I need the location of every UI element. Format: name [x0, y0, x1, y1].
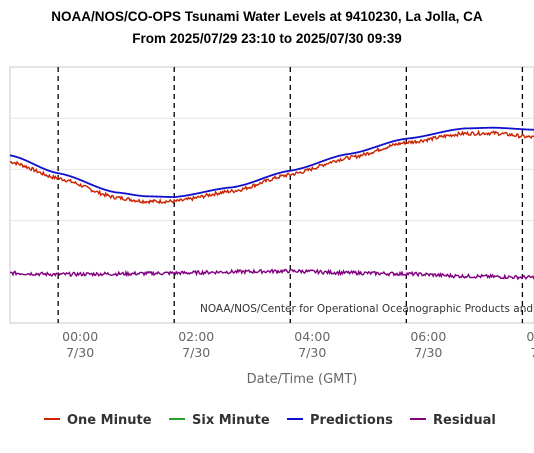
legend-item-label: Six Minute: [192, 413, 270, 428]
x-tick-labels: 00:007/3002:007/3004:007/3006:007/3008:0…: [62, 329, 534, 360]
legend-item-label: Residual: [433, 413, 496, 428]
x-tick-time: 04:00: [294, 329, 330, 344]
chart-subtitle: From 2025/07/29 23:10 to 2025/07/30 09:3…: [132, 31, 402, 46]
legend-item-label: One Minute: [67, 413, 152, 428]
plot-border: [9, 66, 534, 324]
series-line-predictions: [9, 126, 534, 198]
chart-title: NOAA/NOS/CO-OPS Tsunami Water Levels at …: [51, 9, 483, 24]
legend: One Minute Six Minute Predictions Residual: [44, 413, 496, 428]
x-tick-time: 00:00: [62, 329, 98, 344]
series-line-residual: [9, 268, 534, 281]
chart-credit: NOAA/NOS/Center for Operational Oceanogr…: [200, 303, 534, 315]
x-tick-time: 02:00: [178, 329, 214, 344]
x-tick-time: 06:00: [410, 329, 446, 344]
x-tick-date: 7/30: [530, 345, 534, 360]
x-tick-date: 7/30: [298, 345, 326, 360]
x-tick-date: 7/30: [182, 345, 210, 360]
x-tick-time: 08:00: [526, 329, 534, 344]
plot-frame: [9, 66, 534, 324]
x-axis-title: Date/Time (GMT): [247, 372, 358, 387]
x-tick-date: 7/30: [66, 345, 94, 360]
grid: [10, 67, 534, 323]
legend-item-label: Predictions: [310, 413, 393, 428]
x-tick-date: 7/30: [414, 345, 442, 360]
series-line-one-minute: [9, 129, 534, 205]
series-layer: [9, 126, 534, 281]
